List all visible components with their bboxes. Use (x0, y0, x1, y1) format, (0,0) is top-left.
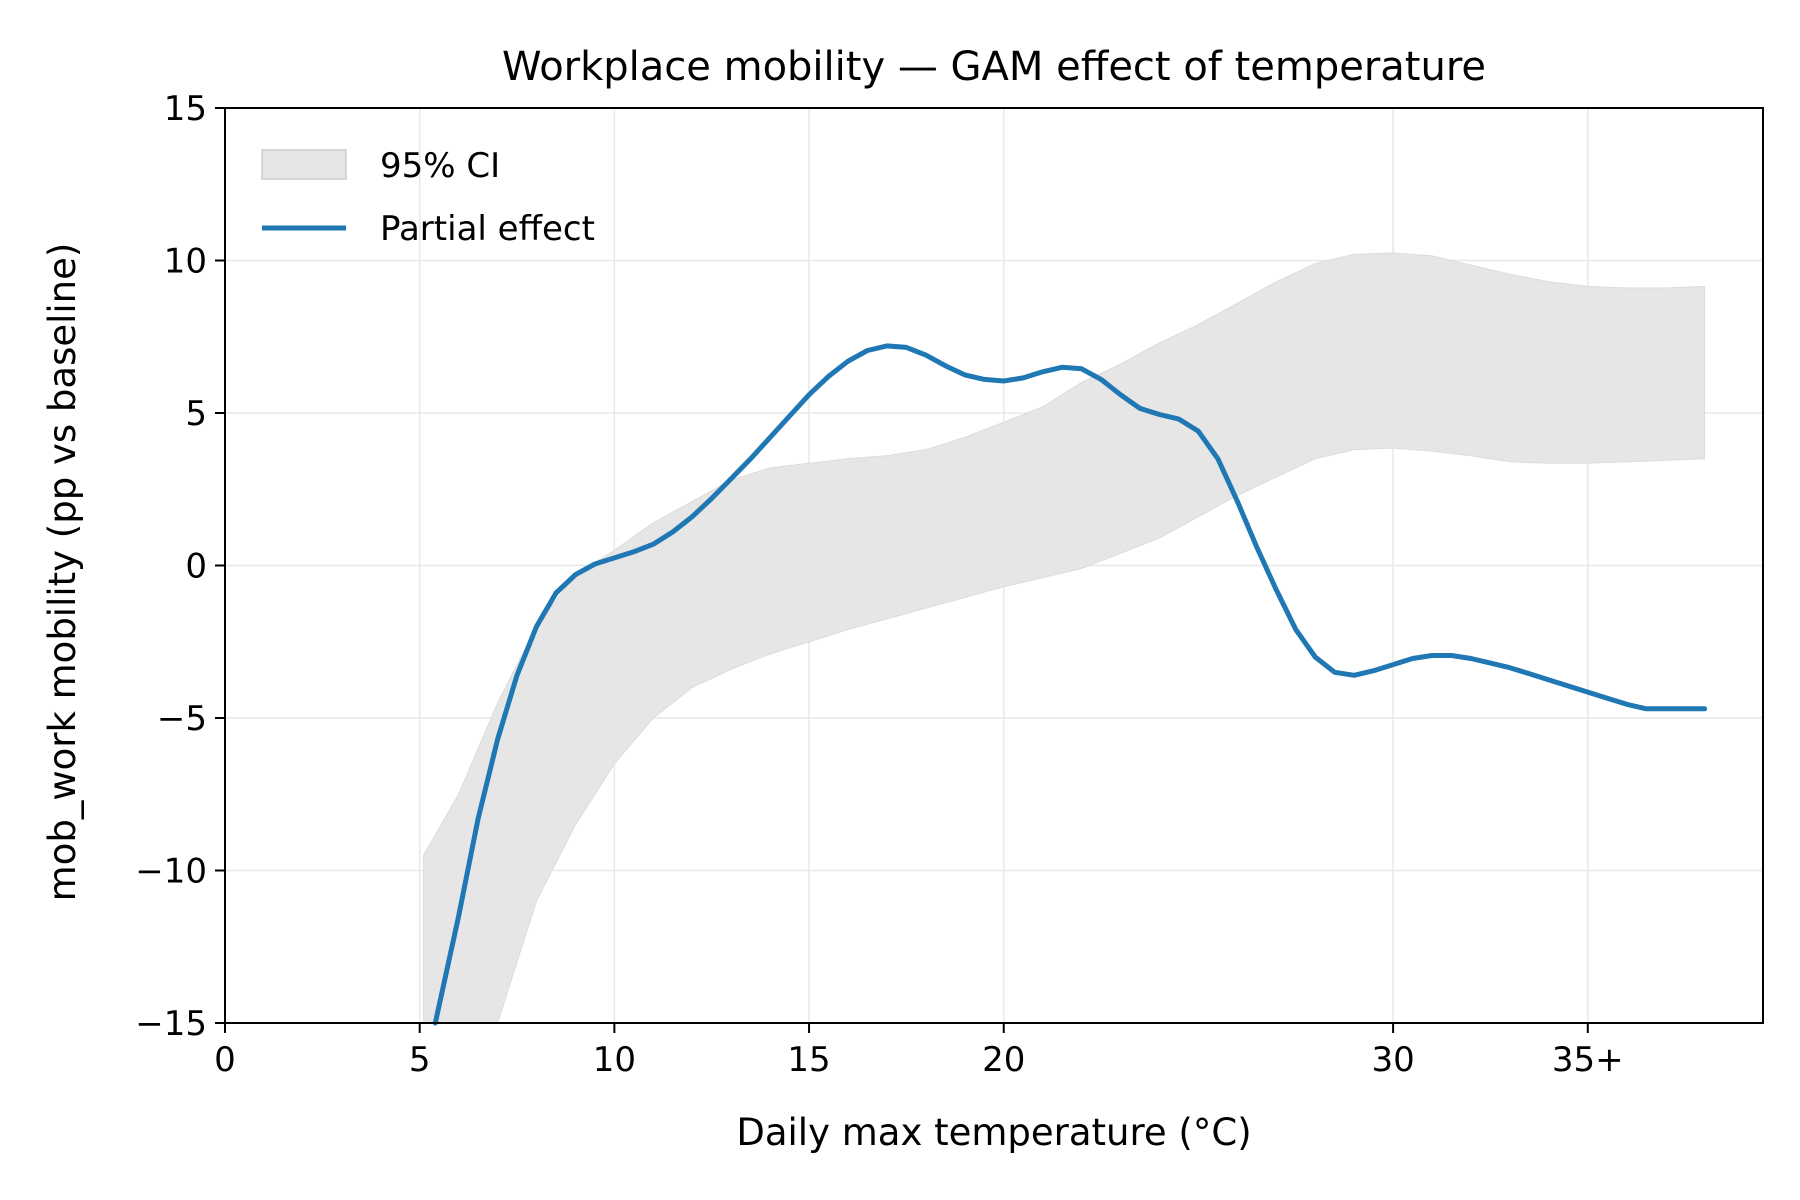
x-tick-label-0: 0 (214, 1040, 236, 1080)
y-tick-label-6: −15 (135, 1004, 207, 1044)
y-tick-label-2: 5 (185, 394, 207, 434)
series-line-layer (432, 343, 1708, 1026)
x-tick-label-2: 10 (593, 1040, 636, 1080)
series-line-0 (432, 343, 1708, 1026)
y-axis-ticks: 15 10 5 0 −5 −10 −15 (135, 89, 225, 1044)
legend-label-ci-band: 95% CI (380, 146, 500, 186)
x-tick-label-5: 30 (1371, 1040, 1414, 1080)
x-tick-label-6: 35+ (1552, 1040, 1624, 1080)
y-axis-label: mob_work mobility (pp vs baseline) (41, 243, 84, 902)
y-tick-label-5: −10 (135, 852, 207, 892)
x-axis-ticks: 0 5 10 15 20 30 35+ (214, 1023, 1624, 1080)
confidence-band-0 (423, 252, 1706, 1024)
x-tick-label-4: 20 (982, 1040, 1025, 1080)
chart-title: Workplace mobility — GAM effect of tempe… (502, 44, 1486, 90)
x-tick-label-3: 15 (787, 1040, 830, 1080)
legend: 95% CI Partial effect (261, 146, 595, 249)
confidence-band-layer (423, 252, 1706, 1024)
x-axis-label: Daily max temperature (°C) (736, 1111, 1251, 1154)
legend-label-partial-effect: Partial effect (380, 209, 595, 249)
y-tick-label-1: 10 (164, 242, 207, 282)
y-tick-label-3: 0 (185, 547, 207, 587)
y-tick-label-0: 15 (164, 89, 207, 129)
y-tick-label-4: −5 (157, 699, 207, 739)
legend-swatch-ci-band (261, 149, 347, 180)
x-tick-label-1: 5 (409, 1040, 431, 1080)
